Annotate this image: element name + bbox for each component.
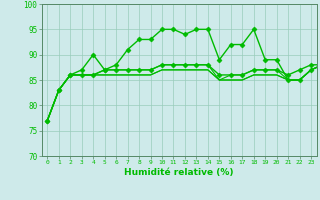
X-axis label: Humidité relative (%): Humidité relative (%) <box>124 168 234 177</box>
